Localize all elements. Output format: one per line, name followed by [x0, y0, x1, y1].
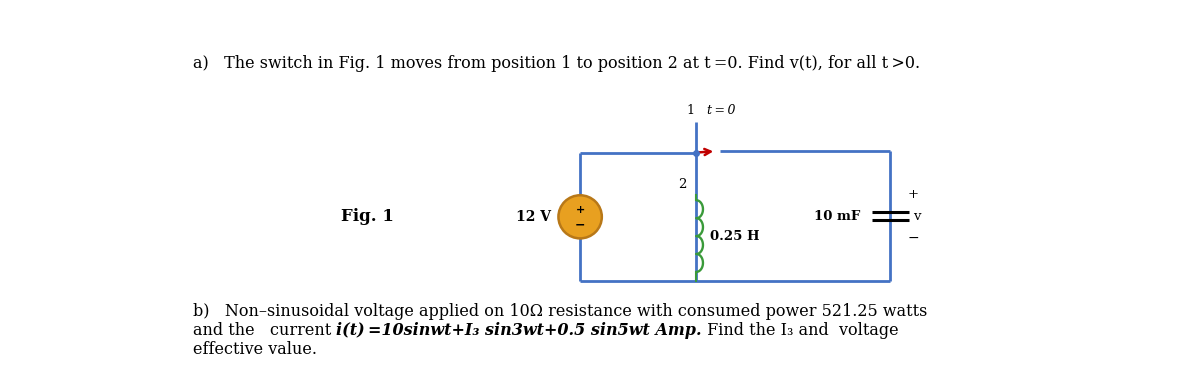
Text: +: +	[908, 188, 919, 201]
Text: −: −	[575, 218, 586, 231]
Text: 0.25 H: 0.25 H	[710, 230, 760, 243]
Text: i(t) =10sinwt+I₃ sin3wt+0.5 sin5wt Amp.: i(t) =10sinwt+I₃ sin3wt+0.5 sin5wt Amp.	[336, 322, 702, 339]
Text: 12 V: 12 V	[516, 210, 551, 224]
Text: a)   The switch in Fig. 1 moves from position 1 to position 2 at t =0. Find v(t): a) The switch in Fig. 1 moves from posit…	[193, 55, 919, 72]
Text: Find the I₃ and  voltage: Find the I₃ and voltage	[702, 322, 899, 339]
Text: t = 0: t = 0	[707, 104, 736, 117]
Circle shape	[558, 195, 602, 238]
Text: 1: 1	[686, 104, 694, 117]
Text: Fig. 1: Fig. 1	[341, 208, 394, 225]
Text: 2: 2	[678, 178, 686, 191]
Text: +: +	[576, 205, 584, 215]
Text: effective value.: effective value.	[193, 341, 317, 358]
Text: v: v	[913, 210, 920, 223]
Text: −: −	[907, 230, 919, 245]
Text: 10 mF: 10 mF	[815, 210, 860, 223]
Text: b)   Non–sinusoidal voltage applied on 10Ω resistance with consumed power 521.25: b) Non–sinusoidal voltage applied on 10Ω…	[193, 303, 928, 320]
Text: and the   current: and the current	[193, 322, 336, 339]
